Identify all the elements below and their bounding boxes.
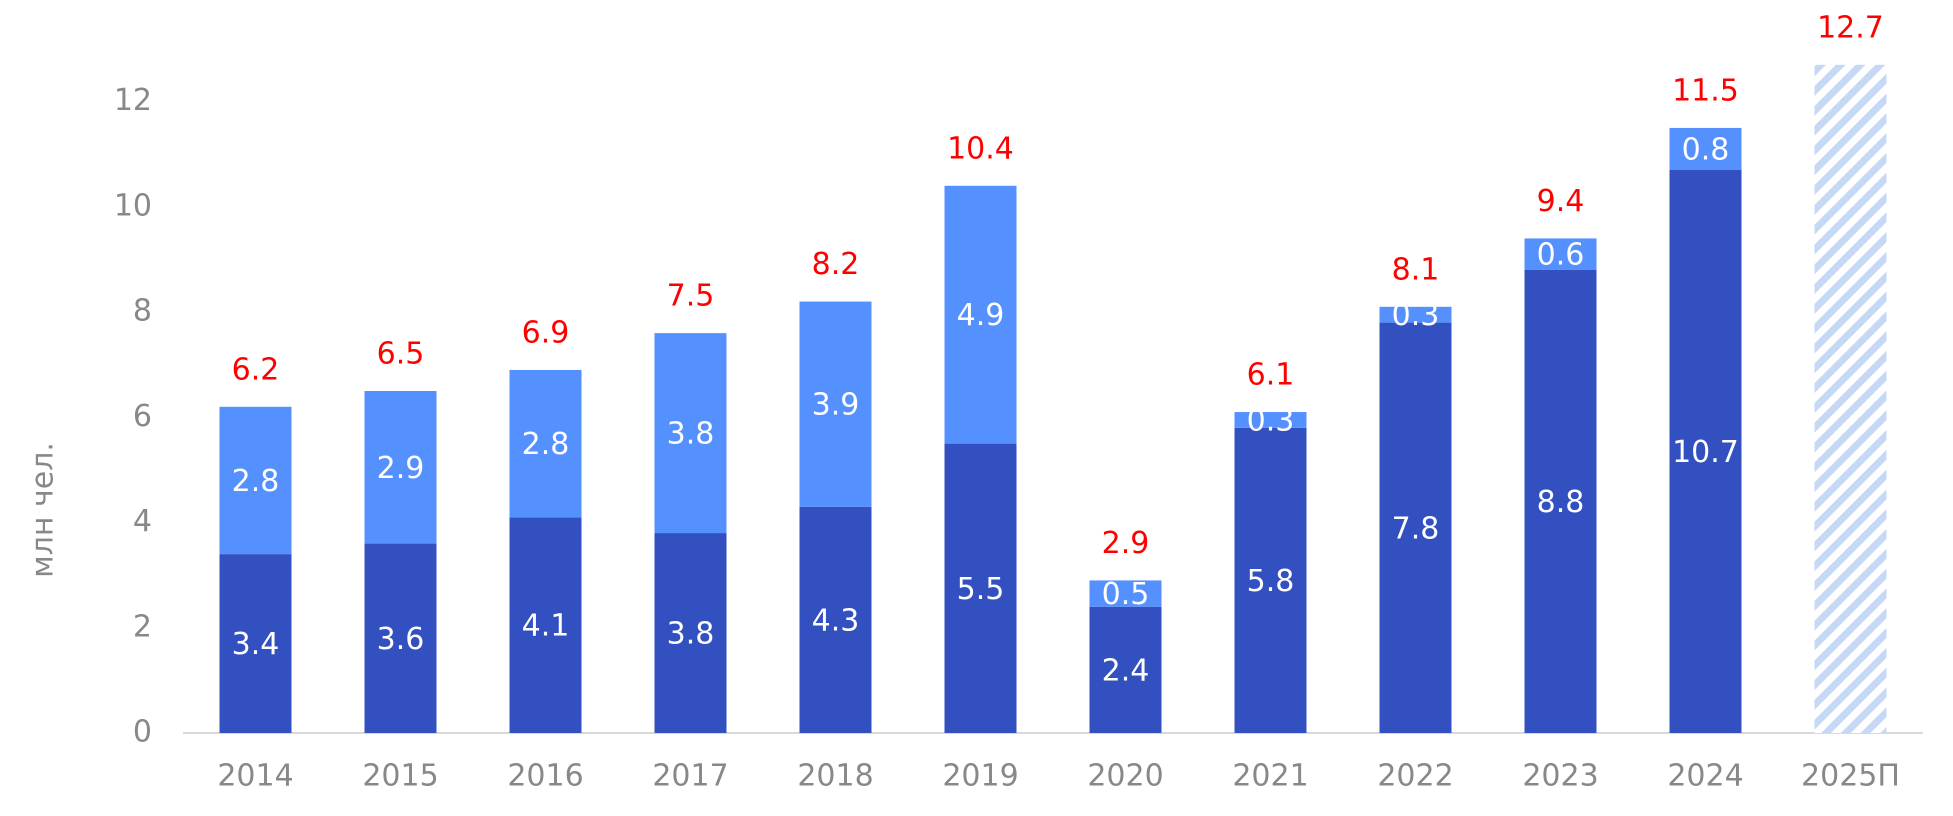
- x-tick-label: 2022: [1377, 759, 1453, 794]
- x-tick-label: 2014: [217, 759, 293, 794]
- y-tick-label: 2: [133, 609, 152, 644]
- segment-label: 3.6: [377, 622, 425, 657]
- total-label: 11.5: [1672, 73, 1739, 108]
- bar-segment: [1669, 170, 1742, 733]
- segment-label: 0.5: [1102, 577, 1150, 612]
- total-label: 6.1: [1247, 358, 1295, 393]
- segment-label: 7.8: [1392, 511, 1440, 546]
- segment-label: 3.4: [232, 627, 280, 662]
- y-tick-label: 6: [133, 399, 152, 434]
- bar-segment: [654, 533, 727, 733]
- bar-segment: [1234, 427, 1307, 733]
- segment-label: 0.6: [1537, 238, 1585, 273]
- segment-label: 3.8: [667, 617, 715, 652]
- x-tick-label: 2016: [507, 759, 583, 794]
- segment-label: 3.8: [667, 417, 715, 452]
- bar-segment: [1524, 238, 1597, 270]
- total-label: 8.1: [1392, 252, 1440, 287]
- bar-segment: [799, 301, 872, 507]
- segment-label: 10.7: [1672, 435, 1739, 470]
- total-label: 10.4: [947, 131, 1014, 166]
- bar-segment: [1234, 412, 1307, 428]
- total-label: 12.7: [1817, 10, 1884, 45]
- bar-segment: [364, 543, 437, 733]
- total-label: 2.9: [1102, 526, 1150, 561]
- total-label: 6.5: [377, 337, 425, 372]
- y-tick-label: 0: [133, 715, 152, 750]
- segment-label: 4.1: [522, 609, 570, 644]
- total-label: 6.9: [522, 315, 570, 350]
- segment-label: 4.3: [812, 603, 860, 638]
- x-tick-label: 2019: [942, 759, 1018, 794]
- x-tick-label: 2020: [1087, 759, 1163, 794]
- bar-segment: [1379, 306, 1452, 323]
- bar-segment: [509, 517, 582, 733]
- bar-segment: [1089, 606, 1162, 733]
- y-tick-label: 10: [114, 188, 152, 223]
- y-axis-label: млн чел.: [26, 442, 61, 578]
- segment-label: 8.8: [1537, 485, 1585, 520]
- x-tick-label: 2025П: [1801, 759, 1900, 794]
- segment-label: 0.3: [1247, 403, 1295, 438]
- bar-segment: [799, 506, 872, 733]
- segment-label: 2.8: [522, 427, 570, 462]
- segment-label: 2.9: [377, 451, 425, 486]
- x-tick-label: 2017: [652, 759, 728, 794]
- segment-label: 3.9: [812, 388, 860, 423]
- bar-segment: [1669, 127, 1742, 171]
- y-tick-label: 4: [133, 504, 152, 539]
- segment-label: 2.8: [232, 464, 280, 499]
- y-tick-label: 12: [114, 83, 152, 118]
- bar-segment: [944, 443, 1017, 733]
- bar-segment: [509, 369, 582, 518]
- total-label: 7.5: [667, 279, 715, 314]
- bar-segment: [1379, 322, 1452, 733]
- bar-segment: [944, 185, 1017, 444]
- bar-segment: [364, 391, 437, 544]
- bar-segment: [219, 406, 292, 555]
- total-label: 8.2: [812, 247, 860, 282]
- x-tick-label: 2023: [1522, 759, 1598, 794]
- total-label: 6.2: [232, 352, 280, 387]
- x-tick-label: 2015: [362, 759, 438, 794]
- bar-segment: [1089, 580, 1162, 607]
- segment-label: 5.5: [957, 572, 1005, 607]
- bar-segment: [1524, 269, 1597, 733]
- x-tick-label: 2021: [1232, 759, 1308, 794]
- bar-segment: [219, 554, 292, 733]
- forecast-bar: [1814, 64, 1887, 734]
- x-tick-label: 2018: [797, 759, 873, 794]
- segment-label: 0.3: [1392, 298, 1440, 333]
- segment-label: 0.8: [1682, 132, 1730, 167]
- segment-label: 4.9: [957, 298, 1005, 333]
- y-tick-label: 8: [133, 294, 152, 329]
- total-label: 9.4: [1537, 184, 1585, 219]
- bar-segment: [654, 333, 727, 534]
- segment-label: 5.8: [1247, 564, 1295, 599]
- x-tick-label: 2024: [1667, 759, 1743, 794]
- segment-label: 2.4: [1102, 653, 1150, 688]
